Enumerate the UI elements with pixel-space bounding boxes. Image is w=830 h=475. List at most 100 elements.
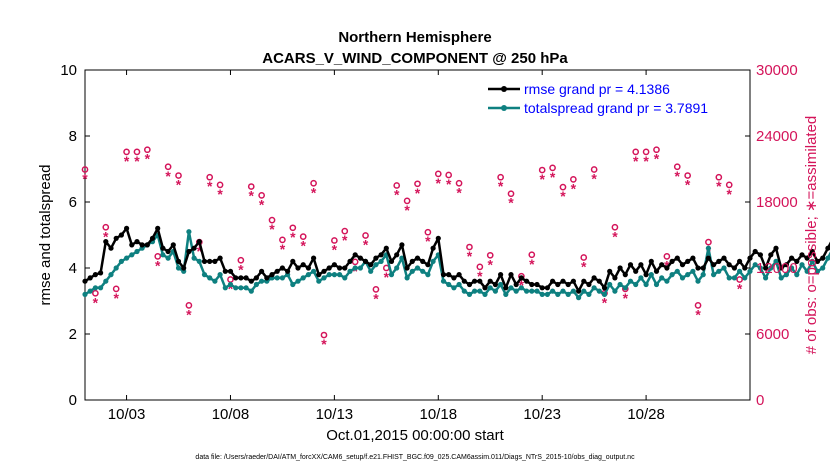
rmse-point bbox=[149, 235, 156, 241]
totalspread-point bbox=[617, 281, 623, 288]
obs-assimilated-marker: * bbox=[384, 269, 390, 285]
totalspread-point bbox=[191, 255, 197, 261]
y-right-tick-label: 6000 bbox=[756, 326, 789, 343]
obs-possible-marker bbox=[289, 224, 297, 232]
obs-assimilated-marker: * bbox=[145, 151, 151, 167]
rmse-point bbox=[103, 239, 109, 245]
rmse-point bbox=[721, 255, 727, 261]
obs-assimilated-marker: * bbox=[685, 177, 691, 193]
rmse-point bbox=[789, 255, 795, 261]
rmse-point bbox=[326, 265, 332, 271]
totalspread-point bbox=[456, 281, 462, 288]
rmse-point bbox=[726, 262, 732, 268]
rmse-point bbox=[347, 258, 353, 264]
totalspread-point bbox=[472, 288, 478, 294]
rmse-point bbox=[243, 275, 249, 281]
rmse-point bbox=[201, 258, 208, 264]
obs-possible-marker bbox=[434, 170, 442, 178]
rmse-point bbox=[757, 252, 764, 258]
totalspread-point bbox=[238, 285, 244, 291]
rmse-point bbox=[108, 245, 114, 251]
rmse-point bbox=[674, 255, 680, 261]
rmse-point bbox=[362, 258, 369, 264]
obs-possible-marker bbox=[372, 286, 380, 293]
totalspread-point bbox=[591, 285, 597, 291]
obs-assimilated-marker: * bbox=[259, 196, 265, 212]
rmse-point bbox=[503, 285, 509, 291]
rmse-point bbox=[498, 272, 504, 278]
rmse-point bbox=[378, 252, 384, 258]
rmse-point bbox=[368, 262, 374, 268]
rmse-point bbox=[700, 265, 706, 271]
totalspread-point bbox=[742, 275, 748, 281]
obs-possible-marker bbox=[237, 256, 245, 264]
totalspread-point bbox=[300, 275, 306, 281]
obs-possible-marker bbox=[642, 148, 650, 156]
obs-assimilated-marker: * bbox=[93, 294, 99, 310]
totalspread-point bbox=[222, 285, 228, 291]
y-left-tick-label: 2 bbox=[69, 326, 77, 343]
rmse-point bbox=[737, 258, 743, 264]
totalspread-point bbox=[404, 275, 410, 281]
totalspread-point bbox=[690, 268, 696, 274]
rmse-point bbox=[92, 272, 98, 278]
totalspread-point bbox=[337, 272, 343, 278]
totalspread-point bbox=[295, 278, 301, 284]
x-tick-label: 10/03 bbox=[108, 406, 146, 423]
obs-possible-marker bbox=[216, 181, 224, 189]
obs-assimilated-marker: * bbox=[290, 229, 296, 245]
totalspread-point bbox=[118, 258, 124, 264]
rmse-point bbox=[742, 265, 748, 271]
rmse-point bbox=[435, 235, 441, 241]
totalspread-point bbox=[794, 272, 800, 278]
totalspread-point bbox=[685, 272, 691, 278]
rmse-point bbox=[685, 258, 691, 264]
totalspread-point bbox=[378, 258, 384, 264]
chart-subtitle: ACARS_V_WIND_COMPONENT @ 250 hPa bbox=[262, 50, 568, 67]
totalspread-point bbox=[726, 275, 732, 281]
totalspread-point bbox=[253, 281, 259, 288]
obs-assimilated-marker: * bbox=[467, 248, 473, 264]
obs-assimilated-marker: * bbox=[737, 281, 743, 297]
totalspread-point bbox=[498, 281, 504, 288]
rmse-point bbox=[222, 268, 228, 274]
rmse-point bbox=[633, 268, 639, 274]
totalspread-point bbox=[700, 272, 706, 278]
rmse-point bbox=[544, 285, 551, 291]
obs-possible-marker bbox=[538, 166, 546, 174]
rmse-point bbox=[472, 278, 478, 284]
totalspread-point bbox=[368, 268, 374, 274]
totalspread-point bbox=[633, 281, 639, 288]
rmse-point bbox=[165, 248, 171, 255]
rmse-point bbox=[160, 245, 166, 251]
rmse-point bbox=[342, 265, 348, 271]
totalspread-point bbox=[103, 278, 109, 284]
obs-possible-marker bbox=[154, 253, 162, 260]
obs-possible-marker bbox=[528, 251, 536, 259]
totalspread-point bbox=[524, 288, 530, 294]
y-left-tick-label: 8 bbox=[69, 128, 77, 145]
rmse-point bbox=[768, 252, 774, 258]
totalspread-point bbox=[342, 275, 348, 281]
rmse-point bbox=[607, 268, 613, 274]
obs-assimilated-marker: * bbox=[352, 263, 358, 279]
totalspread-point bbox=[186, 229, 192, 235]
totalspread-point bbox=[420, 268, 426, 274]
rmse-point bbox=[576, 288, 582, 294]
totalspread-point bbox=[653, 281, 660, 288]
rmse-point bbox=[430, 245, 436, 251]
totalspread-point bbox=[596, 288, 602, 294]
obs-possible-marker bbox=[247, 183, 255, 190]
x-tick-label: 10/28 bbox=[627, 406, 665, 423]
totalspread-point bbox=[814, 268, 821, 274]
totalspread-point bbox=[555, 291, 561, 297]
x-tick-label: 10/13 bbox=[316, 406, 354, 423]
rmse-point bbox=[139, 242, 145, 248]
totalspread-point bbox=[227, 281, 234, 288]
obs-possible-marker bbox=[611, 223, 619, 231]
obs-possible-marker bbox=[92, 289, 99, 297]
obs-assimilated-marker: * bbox=[124, 153, 130, 169]
totalspread-point bbox=[461, 288, 467, 294]
obs-assimilated-marker: * bbox=[560, 188, 566, 204]
totalspread-point bbox=[87, 288, 93, 294]
